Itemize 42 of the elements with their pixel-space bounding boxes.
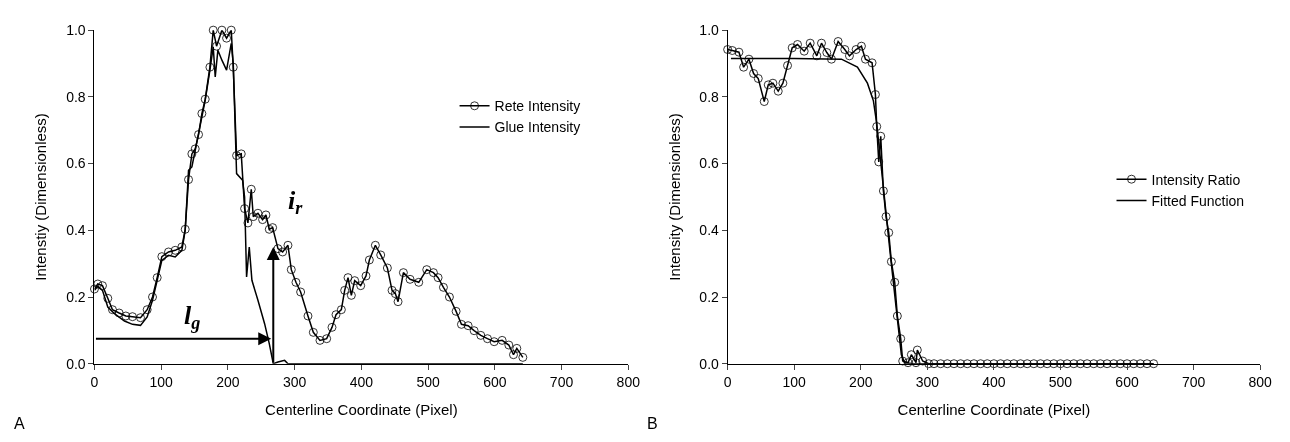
legend-label: Intensity Ratio <box>1151 171 1241 188</box>
x-tick-label: 500 <box>416 373 440 390</box>
y-tick-label: 0.0 <box>66 355 86 372</box>
legend-label: Glue Intensity <box>494 119 581 136</box>
x-tick-label: 0 <box>90 373 99 390</box>
x-tick-label: 600 <box>483 373 507 390</box>
annotation: i$_{r}$ <box>288 186 304 219</box>
x-tick-label: 200 <box>216 373 240 390</box>
y-tick-label: 0.2 <box>66 288 86 305</box>
x-tick-label: 700 <box>549 373 574 390</box>
x-tick-label: 300 <box>282 373 307 390</box>
legend-label: Rete Intensity <box>494 98 581 115</box>
x-tick-label: 800 <box>616 373 641 390</box>
x-tick-label: 400 <box>349 373 374 390</box>
x-tick-label: 100 <box>782 373 807 390</box>
y-axis-title: Intensity (Dimensionless) <box>665 113 683 281</box>
y-tick-label: 0.6 <box>699 155 720 172</box>
y-axis-title: Intenstiy (Dimensionless) <box>32 113 50 281</box>
x-tick-label: 0 <box>723 373 732 390</box>
text: B <box>647 415 658 432</box>
x-tick-label: 400 <box>982 373 1006 390</box>
y-tick-label: 0.8 <box>66 88 86 105</box>
x-axis-title: Centerline Coordinate (Pixel) <box>265 400 458 418</box>
x-tick-label: 500 <box>1048 373 1073 390</box>
y-tick-label: 0.4 <box>699 222 720 239</box>
x-tick-label: 200 <box>849 373 873 390</box>
x-tick-label: 700 <box>1181 373 1206 390</box>
x-tick-label: 100 <box>149 373 174 390</box>
legend-label: Fitted Function <box>1151 192 1245 209</box>
y-tick-label: 0.8 <box>699 88 720 105</box>
x-tick-label: 800 <box>1248 373 1273 390</box>
y-tick-label: 1.0 <box>66 22 86 39</box>
text: A <box>14 415 25 432</box>
y-tick-label: 1.0 <box>699 22 720 39</box>
x-tick-label: 300 <box>915 373 940 390</box>
y-tick-label: 0.2 <box>699 288 720 305</box>
y-tick-label: 0.4 <box>66 222 86 239</box>
x-tick-label: 600 <box>1115 373 1139 390</box>
y-tick-label: 0.0 <box>699 355 720 372</box>
annotation: l$_{g}$ <box>184 301 201 334</box>
x-axis-title: Centerline Coordinate (Pixel) <box>897 400 1091 418</box>
y-tick-label: 0.6 <box>66 155 86 172</box>
